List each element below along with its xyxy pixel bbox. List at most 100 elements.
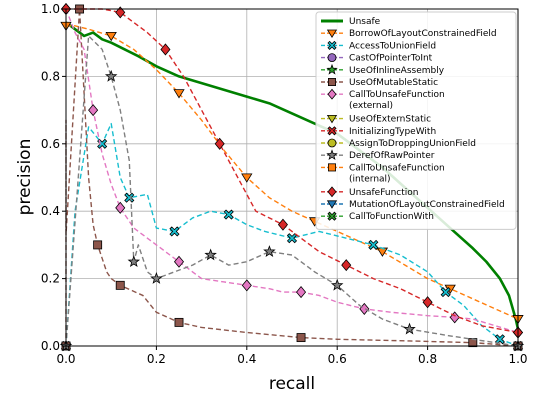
legend-entry: CallToUnsafeFunction(external) [321,88,445,111]
x-tick-label: 0.8 [418,352,437,366]
data-point [88,104,99,117]
legend-entry: UseOfMutableStatic [321,78,438,88]
data-point [440,287,451,298]
data-point [115,201,126,214]
data-point [277,218,288,231]
series-line [65,21,520,330]
legend-box [315,11,517,230]
legend-label: UseOfMutableStatic [349,78,438,88]
legend-marker [327,40,337,50]
legend-label: UseOfInlineAssembly [349,66,445,76]
legend-label: InitializingTypeWith [349,127,436,137]
legend-label: (internal) [349,174,391,184]
legend-marker [327,211,337,221]
legend-label: AccessToUnionField [349,41,436,51]
data-point [403,322,416,335]
data-point [127,255,141,268]
legend-label: CallToFunctionWith [349,212,434,222]
data-point [422,296,433,309]
x-tick-label: 0.4 [237,352,256,366]
y-axis-title: precision [15,139,35,216]
x-tick-label: 0.6 [328,352,347,366]
legend-label: CallToUnsafeFunction [349,163,445,173]
legend-label: UseOfExternStatic [349,115,431,125]
data-point [296,333,306,343]
legend-label: UnsafeFunction [349,188,418,198]
legend-label: CallToUnsafeFunction [349,90,445,100]
plot-frame [65,8,519,347]
series-2 [60,122,524,352]
legend-entry: UnsafeFunction [321,186,418,198]
legend-marker [326,200,338,209]
data-point [241,279,252,292]
data-point [330,278,344,291]
legend-marker [327,78,336,87]
legend-label: CastOfPointerToInt [349,54,433,64]
series-12 [60,2,524,339]
data-point [368,239,379,250]
y-tick-label: 0.8 [41,69,60,83]
legend-entry: InitializingTypeWith [321,126,436,137]
legend-label: MutationOfLayoutConstrainedField [349,200,505,210]
x-tick-label: 0.2 [147,352,166,366]
y-tick-label: 0.6 [41,137,60,151]
legend-marker [326,149,338,161]
legend-marker [327,163,336,172]
legend-label: Unsafe [349,17,381,27]
legend-label: (external) [349,101,393,111]
legend-entry: UseOfInlineAssembly [321,63,445,76]
data-point [173,255,185,268]
y-tick-label: 0.2 [41,272,60,286]
legend-entry: AccessToUnionField [321,40,436,51]
series-line [65,35,519,347]
data-point [115,280,125,290]
data-point [93,240,103,250]
data-point [105,31,117,42]
y-tick-label: 0.4 [41,204,60,218]
series-line [66,25,519,320]
legend-label: DerefOfRawPointer [349,151,435,161]
legend-label: BorrowOfLayoutConstrainedField [349,29,497,39]
legend-entry: DerefOfRawPointer [321,149,435,161]
legend-marker [327,126,337,136]
data-point [286,233,298,244]
x-tick-label: 1.0 [508,352,527,366]
legend-entry: CallToUnsafeFunction(internal) [321,163,445,184]
x-tick-label: 0.0 [56,352,75,366]
series-layer [59,2,525,352]
series-0 [65,21,520,330]
legend-entry: AssignToDroppingUnionField [321,138,476,149]
data-point [263,245,276,257]
data-point [341,259,352,272]
legend-entry: CastOfPointerToInt [321,53,433,64]
data-point [150,272,163,284]
y-tick-label: 0.0 [41,339,60,353]
data-point [169,226,180,237]
data-point [296,286,307,299]
legend-marker [327,53,337,62]
axis-ticks: 0.0 0.2 0.4 0.6 0.8 1.0 0.0 0.2 0.4 0.6 0.8 1.0 [41,2,528,366]
data-point [204,248,217,261]
legend-marker [326,29,338,38]
legend-label: AssignToDroppingUnionField [349,139,476,149]
legend-entry: CallToFunctionWith [321,211,434,222]
data-point [104,69,118,82]
legend-entry: Unsafe [321,17,381,27]
legend-marker [327,88,337,100]
legend-marker [327,138,337,148]
legend: Unsafe BorrowOfLayoutConstrainedField Acce… [315,11,517,230]
data-point [160,43,171,56]
data-point [174,317,184,327]
data-point [173,89,185,99]
data-point [115,6,126,19]
y-tick-label: 1.0 [41,2,60,16]
data-point [214,137,225,150]
legend-entry: BorrowOfLayoutConstrainedField [321,29,497,39]
series-line [65,8,519,347]
legend-entry: MutationOfLayoutConstrainedField [321,200,505,210]
data-point [241,173,253,183]
x-axis-title: recall [269,374,315,394]
legend-entry: UseOfExternStatic [321,115,431,125]
legend-marker [327,186,337,198]
